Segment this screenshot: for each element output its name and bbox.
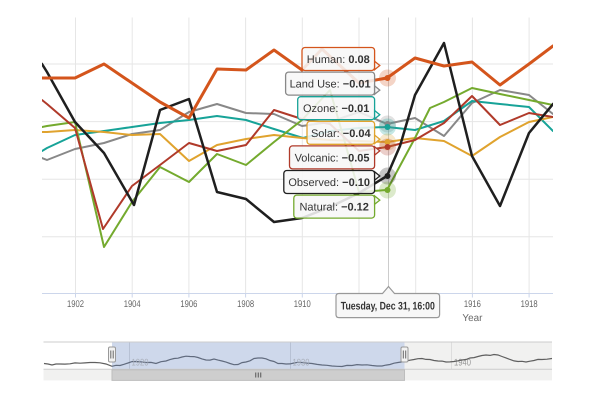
svg-text:1916: 1916: [464, 299, 481, 310]
svg-text:1918: 1918: [521, 299, 538, 310]
svg-text:Ozone: −0.01: Ozone: −0.01: [303, 103, 369, 115]
svg-text:1910: 1910: [294, 299, 311, 310]
svg-text:Land Use: −0.01: Land Use: −0.01: [290, 79, 371, 91]
svg-text:Year: Year: [462, 313, 483, 324]
svg-text:Volcanic: −0.05: Volcanic: −0.05: [295, 152, 370, 164]
svg-text:1930: 1930: [293, 358, 310, 369]
svg-text:1908: 1908: [237, 299, 254, 310]
svg-text:Natural: −0.12: Natural: −0.12: [299, 202, 368, 214]
svg-text:1904: 1904: [124, 299, 141, 310]
svg-text:Observed: −0.10: Observed: −0.10: [288, 177, 370, 189]
svg-text:Tuesday, Dec 31, 16:00: Tuesday, Dec 31, 16:00: [341, 301, 435, 313]
svg-text:Solar: −0.04: Solar: −0.04: [311, 128, 372, 140]
svg-text:1920: 1920: [132, 358, 149, 369]
svg-text:Human: 0.08: Human: 0.08: [307, 54, 370, 66]
svg-text:1906: 1906: [180, 299, 197, 310]
svg-text:1940: 1940: [454, 358, 471, 369]
svg-text:1902: 1902: [67, 299, 84, 310]
